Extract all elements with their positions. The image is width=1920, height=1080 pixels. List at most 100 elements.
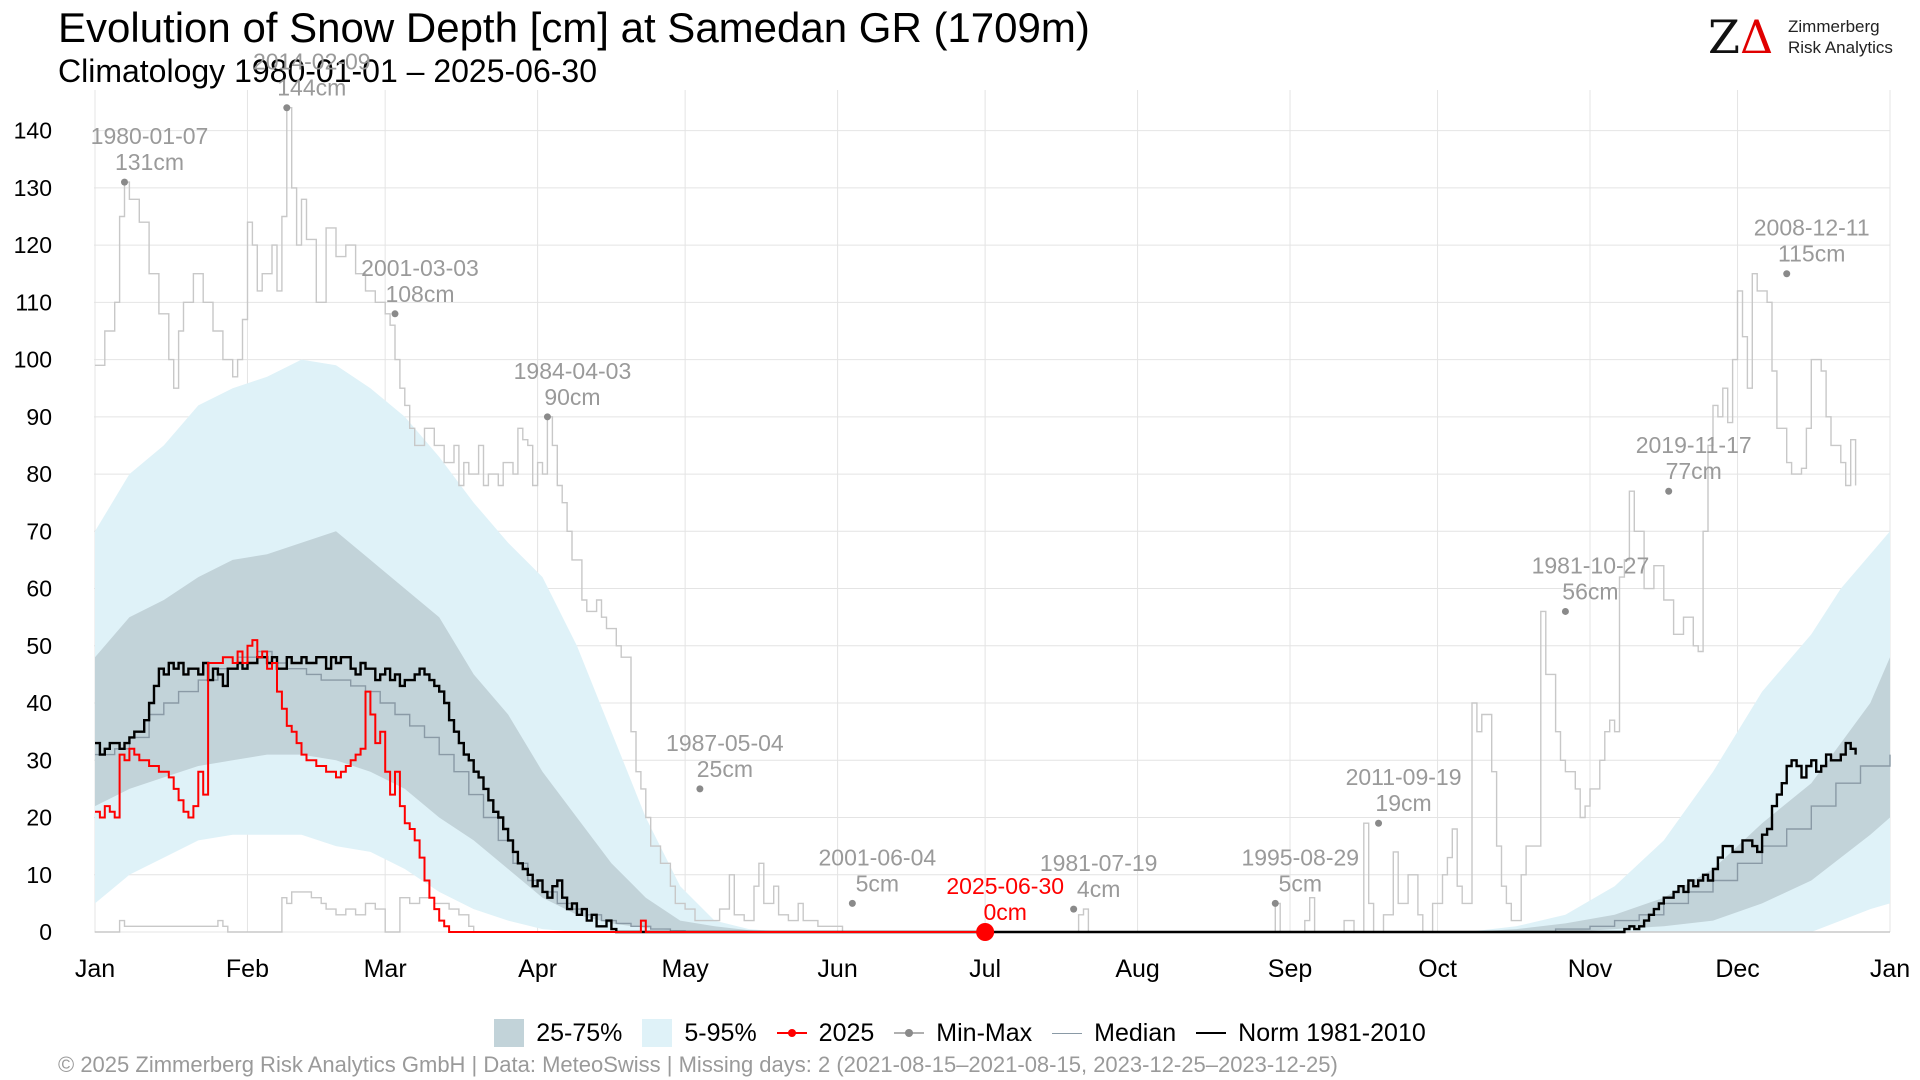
legend-item-norm: Norm 1981-2010 bbox=[1196, 1019, 1426, 1048]
x-tick-label: Feb bbox=[226, 955, 269, 983]
y-tick-label: 30 bbox=[26, 747, 52, 773]
x-tick-label: Mar bbox=[364, 955, 407, 983]
legend-line-median bbox=[1052, 1033, 1083, 1034]
annotation-value: 77cm bbox=[1666, 458, 1722, 484]
annotation-value: 108cm bbox=[385, 281, 454, 307]
annotation-date: 1980-01-07 bbox=[91, 123, 209, 149]
x-tick-label: Jun bbox=[817, 955, 857, 983]
y-tick-label: 100 bbox=[14, 347, 52, 373]
x-tick-label: Sep bbox=[1268, 955, 1312, 983]
y-tick-label: 90 bbox=[26, 404, 52, 430]
logo-text: Zimmerberg Risk Analytics bbox=[1788, 16, 1893, 58]
annotation-dot bbox=[848, 899, 856, 907]
legend-item-min-max: Min-Max bbox=[894, 1019, 1032, 1048]
x-tick-label: Jan bbox=[1870, 955, 1910, 983]
legend-item-25-75: 25-75% bbox=[494, 1019, 622, 1048]
y-tick-label: 80 bbox=[26, 461, 52, 487]
annotation-dot bbox=[1070, 905, 1078, 913]
annotation-dot bbox=[1665, 487, 1673, 495]
annotation-value: 0cm bbox=[983, 899, 1026, 925]
annotation-dot bbox=[696, 785, 704, 793]
series-2025-4 bbox=[95, 639, 986, 933]
y-tick-label: 50 bbox=[26, 633, 52, 659]
annotation-dot bbox=[283, 104, 291, 112]
x-tick-label: Apr bbox=[518, 955, 557, 983]
legend-line-norm bbox=[1196, 1032, 1227, 1034]
y-tick-label: 10 bbox=[26, 862, 52, 888]
legend-label-min-max: Min-Max bbox=[936, 1018, 1033, 1047]
marker-2025-end bbox=[976, 923, 995, 941]
legend-label-median: Median bbox=[1094, 1018, 1177, 1047]
chart-title: Evolution of Snow Depth [cm] at Samedan … bbox=[58, 4, 1090, 51]
legend-item-5-95: 5-95% bbox=[642, 1018, 757, 1048]
company-logo: ZΔ Zimmerberg Risk Analytics bbox=[1708, 12, 1908, 62]
annotation-date: 2019-11-17 bbox=[1636, 432, 1752, 458]
logo-line-1: Zimmerberg bbox=[1788, 17, 1880, 36]
legend-dot-2025 bbox=[787, 1029, 796, 1037]
annotation-date: 2014-02-09 bbox=[253, 49, 371, 75]
logo-delta: Δ bbox=[1739, 10, 1774, 64]
annotation-date: 1987-05-04 bbox=[666, 730, 784, 756]
y-tick-label: 70 bbox=[26, 518, 52, 544]
x-tick-label: Dec bbox=[1715, 955, 1759, 983]
y-tick-label: 0 bbox=[39, 919, 52, 945]
annotation-date: 2001-06-04 bbox=[819, 844, 937, 870]
annotation-date: 2025-06-30 bbox=[946, 873, 1064, 899]
annotation-date: 2008-12-11 bbox=[1754, 215, 1870, 241]
legend-key-min-max bbox=[894, 1019, 925, 1047]
x-tick-label: Jan bbox=[75, 955, 115, 983]
annotation-date: 1981-07-19 bbox=[1040, 850, 1158, 876]
y-tick-label: 120 bbox=[14, 232, 52, 258]
annotation-dot bbox=[391, 310, 399, 318]
annotation-date: 1995-08-29 bbox=[1241, 844, 1359, 870]
y-tick-label: 130 bbox=[14, 175, 52, 201]
chart-legend: 25-75% 5-95% 2025 Min-Max Median Norm 19… bbox=[0, 1016, 1920, 1050]
legend-label-5-95: 5-95% bbox=[684, 1018, 757, 1047]
annotation-value: 4cm bbox=[1077, 876, 1120, 902]
annotation-date: 1984-04-03 bbox=[514, 358, 632, 384]
legend-key-2025 bbox=[776, 1019, 807, 1047]
chart-subtitle: Climatology 1980-01-01 – 2025-06-30 bbox=[58, 53, 598, 89]
y-tick-label: 60 bbox=[26, 576, 52, 602]
annotation-value: 5cm bbox=[856, 870, 899, 896]
x-tick-label: Oct bbox=[1418, 955, 1457, 983]
annotation-date: 1981-10-27 bbox=[1532, 552, 1650, 578]
y-tick-label: 110 bbox=[15, 289, 52, 315]
series-norm-1981-2010-3 bbox=[95, 656, 1857, 934]
y-tick-label: 20 bbox=[26, 805, 52, 831]
legend-dot-min-max bbox=[905, 1029, 914, 1037]
annotation-dot bbox=[1271, 899, 1279, 907]
x-tick-label: May bbox=[662, 955, 710, 983]
legend-key-norm bbox=[1196, 1019, 1227, 1047]
annotation-date: 2011-09-19 bbox=[1346, 764, 1462, 790]
logo-z: Z bbox=[1708, 10, 1740, 64]
x-tick-label: Aug bbox=[1115, 955, 1159, 983]
annotation-value: 56cm bbox=[1562, 578, 1618, 604]
legend-key-median bbox=[1052, 1019, 1083, 1047]
annotation-value: 144cm bbox=[277, 75, 346, 101]
annotation-value: 131cm bbox=[115, 149, 184, 175]
legend-swatch-5-95 bbox=[642, 1019, 673, 1047]
y-tick-label: 40 bbox=[26, 690, 52, 716]
x-tick-label: Nov bbox=[1568, 955, 1613, 983]
annotation-dot bbox=[1375, 819, 1383, 827]
annotation-value: 19cm bbox=[1375, 790, 1431, 816]
legend-item-2025: 2025 bbox=[776, 1019, 874, 1048]
y-tick-label: 140 bbox=[14, 118, 52, 144]
annotation-dot bbox=[1561, 607, 1569, 615]
annotation-dot bbox=[543, 413, 551, 421]
band-25-75 bbox=[95, 531, 1890, 932]
annotation-value: 5cm bbox=[1279, 870, 1322, 896]
